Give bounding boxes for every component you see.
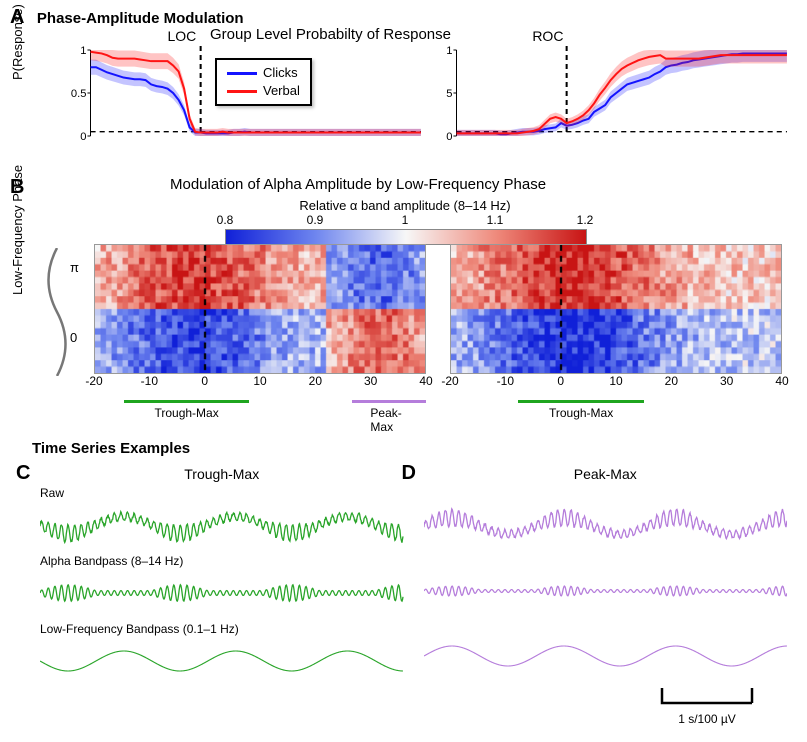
heatmap-right-xaxis: -20-10010203040 [450, 374, 782, 390]
ts-col-left: C Trough-Max Raw Alpha Bandpass (8–14 Hz… [40, 464, 404, 736]
scale-bar: 1 s/100 µV [657, 683, 757, 726]
legend-label-verbal: Verbal [263, 82, 300, 100]
colorbar-bar [225, 229, 587, 245]
heatmap-left-wrap: -20-10010203040 [94, 244, 426, 404]
panel-cd: Time Series Examples C Trough-Max Raw Al… [10, 440, 797, 736]
ts-left-raw [40, 500, 404, 550]
svg-text:1: 1 [80, 45, 86, 57]
roc-plot: ROC 051 [426, 44, 792, 154]
legend-swatch-verbal [227, 90, 257, 93]
row-label-raw: Raw [40, 486, 404, 500]
ts-col-right: D Peak-Max 1 s/100 µV [424, 464, 788, 736]
scale-bar-label: 1 s/100 µV [657, 712, 757, 726]
phase-wave-guide [46, 248, 68, 376]
legend-row-clicks: Clicks [227, 64, 300, 82]
ts-left-low [40, 636, 404, 686]
svg-text:0: 0 [80, 131, 86, 143]
panel-c-label: C [16, 462, 30, 485]
heatmap-left-xaxis: -20-10010203040 [94, 374, 426, 390]
heatmap-left [94, 244, 426, 374]
panel-a-heading: Phase-Amplitude Modulation [37, 10, 244, 27]
svg-text:0.5: 0.5 [71, 88, 87, 100]
legend-row-verbal: Verbal [227, 82, 300, 100]
heatmap-right-wrap: -20-10010203040 [450, 244, 782, 404]
panel-cd-header: Time Series Examples [10, 440, 797, 458]
ts-left-alpha [40, 568, 404, 618]
ts-right-title: Peak-Max [424, 466, 788, 482]
panel-a-ylabel: P(Response) [10, 4, 25, 80]
svg-text:1: 1 [446, 45, 452, 57]
panel-b-title: Modulation of Alpha Amplitude by Low-Fre… [170, 176, 546, 193]
colorbar-ticks: 0.80.911.11.2 [225, 213, 585, 227]
ts-columns: C Trough-Max Raw Alpha Bandpass (8–14 Hz… [40, 464, 787, 736]
ts-right-low [424, 631, 788, 681]
legend-swatch-clicks [227, 72, 257, 75]
legend: Clicks Verbal [215, 58, 312, 106]
row-label-alpha: Alpha Bandpass (8–14 Hz) [40, 554, 404, 568]
ts-heading: Time Series Examples [32, 440, 190, 457]
colorbar-label: Relative α band amplitude (8–14 Hz) [225, 198, 585, 213]
under-bars: Trough-MaxPeak-Max Trough-Max [84, 400, 792, 424]
roc-label: ROC [532, 28, 563, 44]
under-left: Trough-MaxPeak-Max [84, 400, 426, 424]
ts-right-raw [424, 501, 788, 551]
ts-left-title: Trough-Max [40, 466, 404, 482]
legend-label-clicks: Clicks [263, 64, 298, 82]
ytick-pi: π [70, 260, 79, 275]
scale-bar-icon [657, 683, 757, 709]
colorbar: Relative α band amplitude (8–14 Hz) 0.80… [225, 198, 585, 238]
row-label-low: Low-Frequency Bandpass (0.1–1 Hz) [40, 622, 404, 636]
heatmaps: -20-10010203040 -20-10010203040 [94, 244, 782, 404]
roc-svg: 0 5 1 [426, 44, 792, 154]
svg-text:0: 0 [446, 131, 452, 143]
panel-a-plots: LOC 00.51 ROC 051 Clicks Verbal [60, 44, 792, 154]
heatmap-right [450, 244, 782, 374]
loc-label: LOC [167, 28, 196, 44]
ytick-zero: 0 [70, 330, 77, 345]
panel-a-title: Group Level Probabilty of Response [210, 26, 451, 43]
panel-b-ylabel: Low-Frequency Phase [10, 165, 25, 295]
svg-text:5: 5 [446, 88, 452, 100]
under-right: Trough-Max [450, 400, 792, 424]
panel-d-label: D [402, 462, 416, 485]
ts-right-alpha [424, 566, 788, 616]
figure-root: A Phase-Amplitude Modulation Group Level… [0, 0, 807, 742]
